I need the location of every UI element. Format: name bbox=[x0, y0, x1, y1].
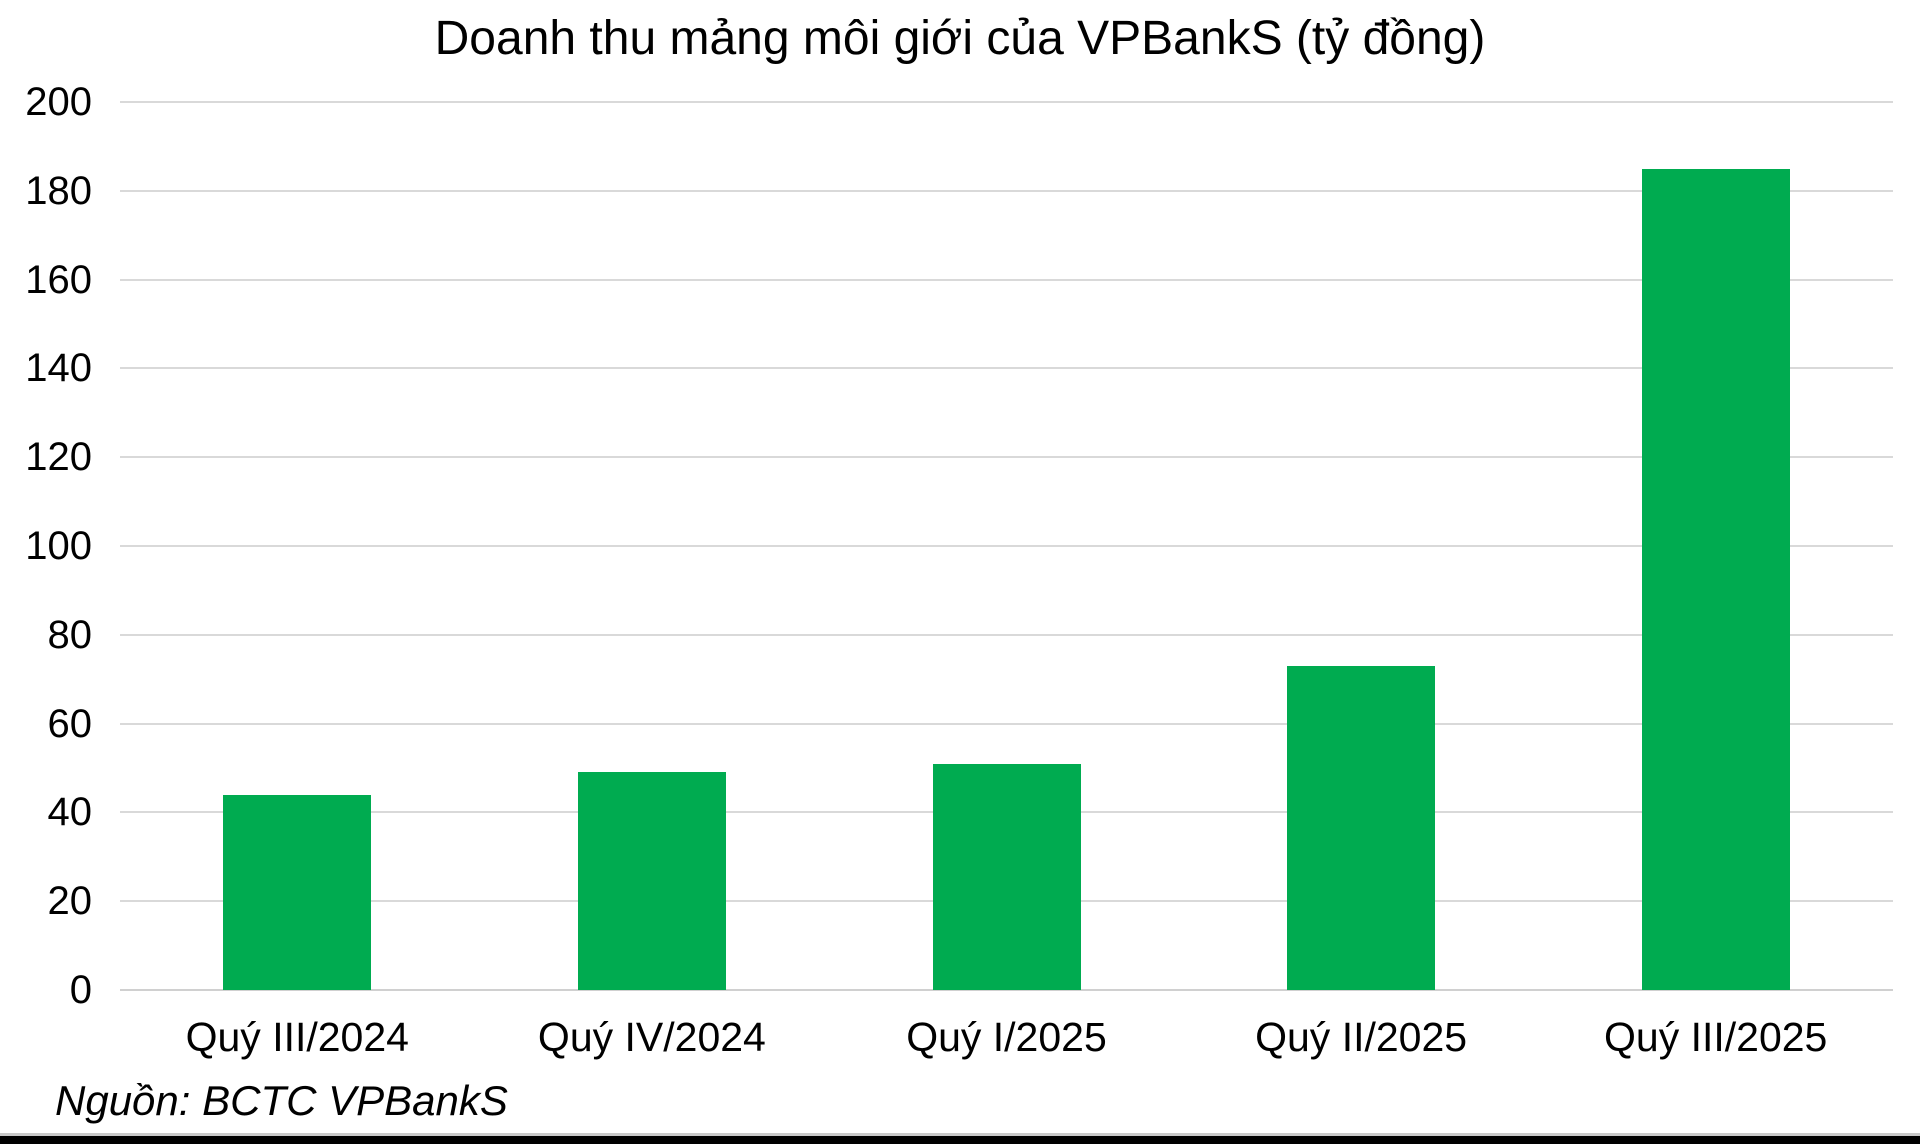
y-tick-label-20: 20 bbox=[47, 879, 93, 924]
gridline-120 bbox=[120, 456, 1893, 459]
gridline-60 bbox=[120, 722, 1893, 725]
x-tick-label-2: Quý IV/2024 bbox=[537, 1014, 766, 1060]
gridline-80 bbox=[120, 633, 1893, 636]
bar-5 bbox=[1642, 169, 1790, 990]
x-axis: Quý III/2024 Quý IV/2024 Quý I/2025 Quý II/… bbox=[0, 1012, 1920, 1064]
x-tick-label-4: Quý II/2025 bbox=[1255, 1014, 1468, 1060]
plot-area bbox=[120, 101, 1893, 991]
y-axis: 0 20 40 60 80 100 120 140 160 180 200 bbox=[0, 0, 92, 1144]
bar-1 bbox=[223, 795, 371, 990]
x-tick-label-1: Quý III/2024 bbox=[185, 1014, 409, 1060]
footer-divider bbox=[0, 1133, 1920, 1136]
gridline-140 bbox=[120, 367, 1893, 370]
y-tick-label-60: 60 bbox=[47, 701, 93, 746]
bar-2 bbox=[578, 772, 726, 990]
y-tick-label-120: 120 bbox=[25, 435, 92, 480]
source-note: Nguồn: BCTC VPBankS bbox=[55, 1077, 508, 1124]
x-tick-label-5: Quý III/2025 bbox=[1604, 1014, 1828, 1060]
bar-3 bbox=[933, 764, 1081, 990]
y-tick-label-200: 200 bbox=[25, 80, 92, 124]
y-tick-label-100: 100 bbox=[25, 524, 92, 568]
y-tick-label-180: 180 bbox=[25, 168, 92, 213]
gridline-100 bbox=[120, 545, 1893, 547]
footer-black-bar bbox=[0, 1136, 1920, 1144]
gridline-200 bbox=[120, 101, 1893, 103]
y-tick-label-160: 160 bbox=[25, 257, 92, 302]
y-tick-label-40: 40 bbox=[47, 790, 93, 835]
y-tick-label-140: 140 bbox=[25, 346, 92, 391]
x-tick-label-3: Quý I/2025 bbox=[906, 1014, 1107, 1060]
y-tick-label-0: 0 bbox=[69, 968, 92, 1012]
y-tick-label-80: 80 bbox=[47, 612, 93, 657]
gridline-160 bbox=[120, 278, 1893, 281]
x-axis-line bbox=[120, 989, 1893, 991]
bar-4 bbox=[1287, 666, 1435, 990]
gridline-180 bbox=[120, 189, 1893, 192]
chart-title: Doanh thu mảng môi giới của VPBankS (tỷ … bbox=[434, 12, 1486, 65]
